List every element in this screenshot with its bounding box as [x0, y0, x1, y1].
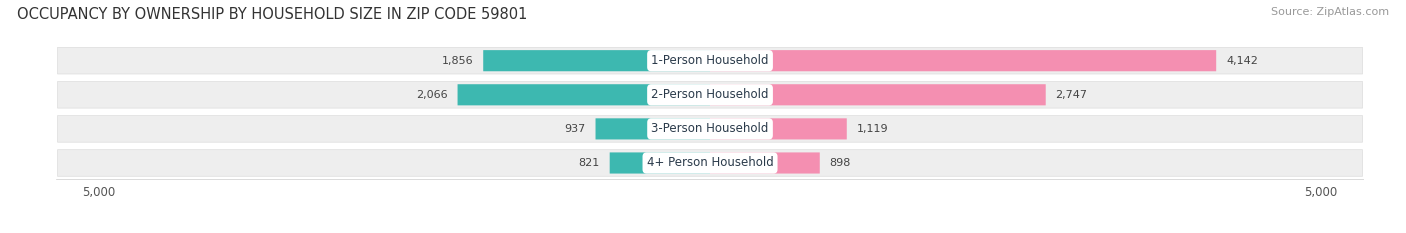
FancyBboxPatch shape	[710, 84, 1046, 105]
FancyBboxPatch shape	[710, 118, 846, 140]
FancyBboxPatch shape	[58, 82, 1362, 108]
FancyBboxPatch shape	[710, 152, 820, 174]
FancyBboxPatch shape	[58, 47, 1362, 74]
FancyBboxPatch shape	[710, 50, 1216, 71]
FancyBboxPatch shape	[596, 118, 710, 140]
Text: 1,119: 1,119	[856, 124, 889, 134]
Text: 1-Person Household: 1-Person Household	[651, 54, 769, 67]
Text: OCCUPANCY BY OWNERSHIP BY HOUSEHOLD SIZE IN ZIP CODE 59801: OCCUPANCY BY OWNERSHIP BY HOUSEHOLD SIZE…	[17, 7, 527, 22]
FancyBboxPatch shape	[457, 84, 710, 105]
Text: 898: 898	[830, 158, 851, 168]
Text: 4,142: 4,142	[1226, 56, 1258, 66]
Text: 1,856: 1,856	[441, 56, 474, 66]
Text: 937: 937	[564, 124, 586, 134]
Text: 821: 821	[579, 158, 600, 168]
FancyBboxPatch shape	[484, 50, 710, 71]
FancyBboxPatch shape	[58, 116, 1362, 142]
Text: 2,747: 2,747	[1056, 90, 1087, 100]
Text: 3-Person Household: 3-Person Household	[651, 122, 769, 135]
Text: 2-Person Household: 2-Person Household	[651, 88, 769, 101]
FancyBboxPatch shape	[58, 150, 1362, 176]
Text: 2,066: 2,066	[416, 90, 447, 100]
FancyBboxPatch shape	[610, 152, 710, 174]
Text: Source: ZipAtlas.com: Source: ZipAtlas.com	[1271, 7, 1389, 17]
Text: 4+ Person Household: 4+ Person Household	[647, 157, 773, 169]
